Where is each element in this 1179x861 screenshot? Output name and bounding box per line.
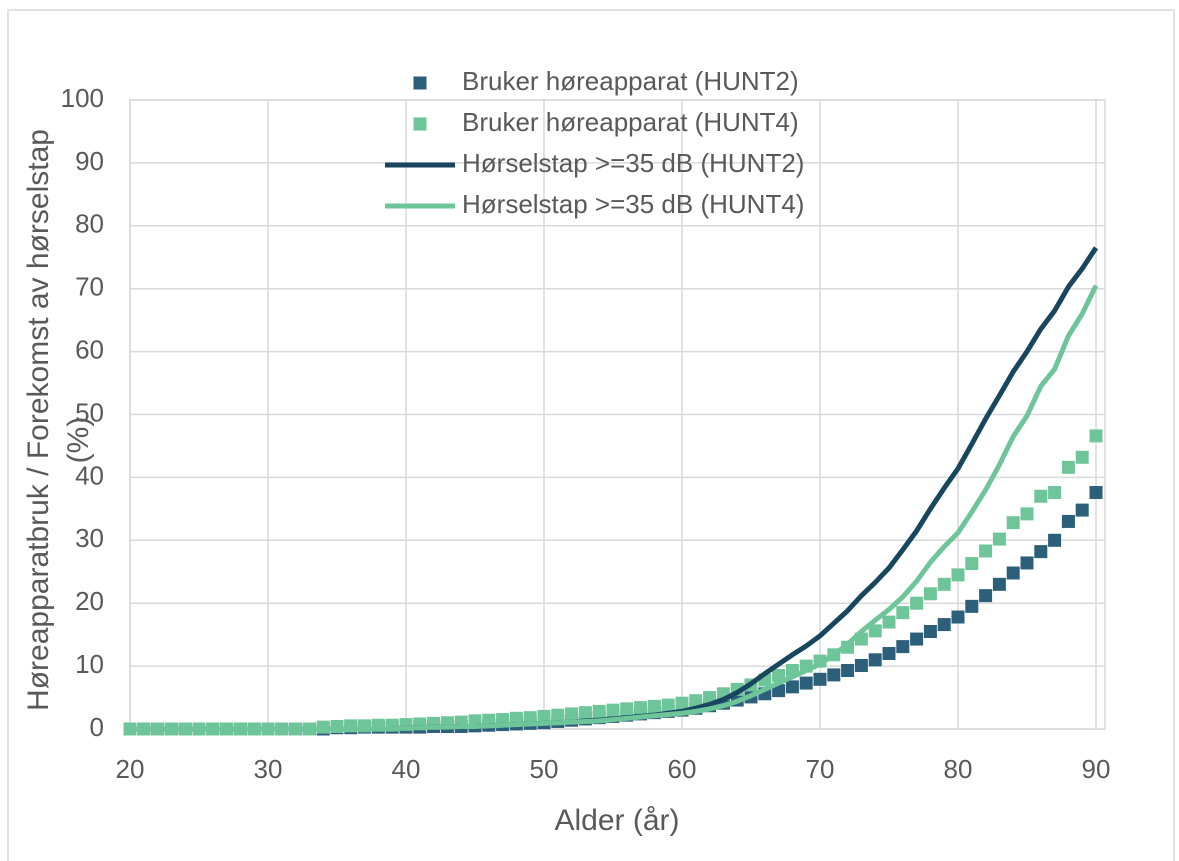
data-point: [896, 640, 910, 654]
y-tick-label: 60: [75, 334, 104, 364]
data-point: [951, 568, 965, 582]
data-point: [896, 606, 910, 620]
legend-marker: [413, 117, 427, 131]
legend-label: Bruker høreapparat (HUNT2): [462, 66, 799, 96]
data-point: [992, 577, 1006, 591]
x-tick-label: 50: [530, 754, 559, 784]
data-point: [634, 701, 648, 715]
data-point: [923, 625, 937, 639]
data-point: [1048, 485, 1062, 499]
y-tick-label: 0: [90, 712, 104, 742]
data-point: [1075, 450, 1089, 464]
legend-marker: [413, 76, 427, 90]
data-point: [1048, 533, 1062, 547]
data-point: [868, 653, 882, 667]
x-tick-label: 20: [116, 754, 145, 784]
data-point: [882, 647, 896, 661]
x-tick-label: 30: [254, 754, 283, 784]
data-point: [965, 599, 979, 613]
y-axis-label: (%): [62, 417, 95, 464]
legend-label: Hørselstap >=35 dB (HUNT2): [462, 148, 804, 178]
data-point: [772, 669, 786, 683]
data-point: [910, 596, 924, 610]
x-tick-label: 40: [392, 754, 421, 784]
data-point: [1034, 489, 1048, 503]
data-point: [937, 618, 951, 632]
legend-label: Hørselstap >=35 dB (HUNT4): [462, 189, 804, 219]
data-point: [1006, 566, 1020, 580]
data-point: [1061, 460, 1075, 474]
data-point: [1020, 556, 1034, 570]
data-point: [951, 610, 965, 624]
data-point: [1006, 516, 1020, 530]
y-tick-label: 50: [75, 397, 104, 427]
data-line: [130, 284, 1099, 732]
data-point: [882, 615, 896, 629]
data-point: [537, 709, 551, 723]
y-tick-label: 100: [61, 83, 104, 113]
data-point: [1075, 503, 1089, 517]
data-point: [647, 699, 661, 713]
x-tick-label: 70: [806, 754, 835, 784]
data-point: [923, 587, 937, 601]
y-tick-label: 20: [75, 586, 104, 616]
data-point: [578, 706, 592, 720]
data-point: [606, 703, 620, 717]
data-point: [551, 708, 565, 722]
data-point: [799, 676, 813, 690]
data-point: [827, 668, 841, 682]
y-axis-label: Høreapparatbruk / Forekomst av hørselsta…: [22, 129, 55, 711]
data-point: [509, 711, 523, 725]
data-point: [979, 544, 993, 558]
y-tick-label: 80: [75, 209, 104, 239]
data-point: [1020, 507, 1034, 521]
y-tick-label: 90: [75, 146, 104, 176]
data-point: [965, 557, 979, 571]
x-axis-label: Alder (år): [554, 804, 679, 837]
data-point: [1089, 485, 1103, 499]
data-point: [689, 694, 703, 708]
data-point: [772, 684, 786, 698]
y-tick-label: 30: [75, 523, 104, 553]
data-point: [661, 698, 675, 712]
x-tick-label: 80: [944, 754, 973, 784]
data-point: [565, 707, 579, 721]
data-point: [813, 672, 827, 686]
x-tick-label: 90: [1082, 754, 1111, 784]
y-tick-label: 70: [75, 272, 104, 302]
data-point: [937, 577, 951, 591]
data-point: [675, 696, 689, 710]
y-tick-label: 40: [75, 460, 104, 490]
data-point: [1089, 429, 1103, 443]
data-point: [854, 658, 868, 672]
data-point: [785, 680, 799, 694]
legend-label: Bruker høreapparat (HUNT4): [462, 107, 799, 137]
data-point: [979, 589, 993, 603]
data-point: [1061, 514, 1075, 528]
data-point: [992, 532, 1006, 546]
data-point: [620, 702, 634, 716]
data-point: [868, 624, 882, 638]
data-point: [523, 711, 537, 725]
data-point: [592, 704, 606, 718]
data-point: [910, 632, 924, 646]
data-point: [841, 664, 855, 678]
y-tick-label: 10: [75, 649, 104, 679]
x-tick-label: 60: [668, 754, 697, 784]
data-point: [1034, 545, 1048, 559]
